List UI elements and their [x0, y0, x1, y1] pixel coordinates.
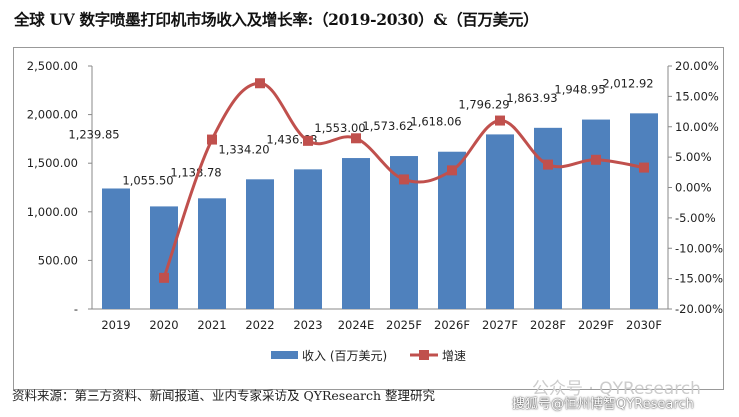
x-tick-label: 2029F: [578, 318, 614, 332]
bar-2029F: [582, 119, 610, 309]
bar-2030F: [630, 113, 658, 309]
watermark-wechat: 公众号 · QYResearch: [532, 379, 701, 399]
left-tick-label: 1,500.00: [27, 156, 78, 170]
x-tick-label: 2022: [245, 318, 274, 332]
x-tick-label: 2027F: [482, 318, 518, 332]
bar-2023: [294, 169, 322, 309]
growth-marker-2024E: [351, 133, 361, 144]
source-note: 资料来源：第三方资料、新闻报道、业内专家采访及 QYResearch 整理研究: [12, 388, 436, 403]
x-tick-label: 2024E: [338, 318, 375, 332]
bar-2020: [150, 206, 178, 309]
growth-marker-2021: [207, 134, 217, 145]
right-tick-label: -10.00%: [675, 241, 723, 255]
bar-2021: [198, 198, 226, 309]
watermark-sohu: 搜狐号@恒州博智QYResearch: [512, 397, 694, 412]
bar-2024E: [342, 158, 370, 309]
bar-data-label: 1,863.93: [506, 91, 557, 105]
growth-marker-2028F: [543, 159, 553, 170]
right-tick-label: 0.00%: [675, 181, 712, 195]
bar-data-label: 1,618.06: [410, 115, 461, 129]
legend-swatch-revenue: [271, 351, 298, 359]
growth-marker-2030F: [639, 162, 649, 173]
legend-swatch-growth-marker: [419, 350, 429, 360]
right-tick-label: 20.00%: [675, 59, 719, 73]
left-tick-label: 2,000.00: [27, 108, 78, 122]
right-tick-label: -5.00%: [675, 211, 716, 225]
legend-label-growth: 增速: [442, 349, 466, 363]
bar-data-label: 1,553.00: [314, 121, 365, 135]
growth-marker-2026F: [447, 165, 457, 176]
left-tick-label: 1,000.00: [27, 205, 78, 219]
right-tick-label: -20.00%: [675, 302, 723, 316]
x-tick-label: 2023: [293, 318, 322, 332]
bar-data-label: 2,012.92: [602, 76, 653, 90]
right-tick-label: -15.00%: [675, 272, 723, 286]
left-tick-label: 2,500.00: [27, 59, 78, 73]
right-tick-label: 10.00%: [675, 120, 719, 134]
bar-data-label: 1,573.62: [362, 119, 413, 133]
chart-title: 全球 UV 数字喷墨打印机市场收入及增长率:（2019-2030）&（百万美元）: [14, 10, 539, 29]
x-tick-label: 2026F: [434, 318, 470, 332]
growth-marker-2027F: [495, 115, 505, 126]
x-tick-label: 2030F: [626, 318, 662, 332]
chart-frame: [13, 47, 724, 390]
bar-2019: [102, 188, 130, 309]
growth-marker-2022: [255, 78, 265, 89]
growth-marker-2020: [159, 272, 169, 283]
bar-data-label: 1,239.85: [68, 127, 119, 141]
left-tick-label: 500.00: [38, 253, 78, 267]
bar-2028F: [534, 127, 562, 309]
legend-label-revenue: 收入 (百万美元): [302, 349, 387, 363]
right-tick-label: 5.00%: [675, 150, 712, 164]
bar-data-label: 1,055.50: [122, 173, 173, 187]
bar-data-label: 1,334.20: [218, 142, 269, 156]
right-tick-label: 15.00%: [675, 89, 719, 103]
bar-data-label: 1,948.95: [554, 83, 605, 97]
bar-2022: [246, 179, 274, 309]
bar-2027F: [486, 134, 514, 309]
x-tick-label: 2019: [101, 318, 130, 332]
growth-marker-2025F: [399, 174, 409, 185]
x-tick-label: 2021: [197, 318, 226, 332]
left-tick-label: -: [74, 302, 78, 316]
bar-2026F: [438, 151, 466, 309]
bar-data-label: 1,138.78: [170, 165, 221, 179]
x-tick-label: 2025F: [386, 318, 422, 332]
growth-marker-2023: [303, 135, 313, 146]
x-tick-label: 2028F: [530, 318, 566, 332]
x-tick-label: 2020: [149, 318, 178, 332]
growth-marker-2029F: [591, 154, 601, 165]
bar-data-label: 1,796.29: [458, 97, 509, 111]
